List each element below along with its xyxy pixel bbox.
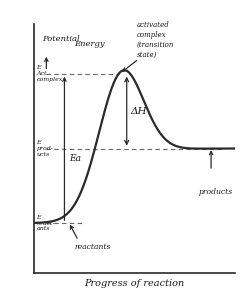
Text: activated
complex
(transition
state): activated complex (transition state) [137,22,174,59]
Text: E
Act.
complex: E Act. complex [36,65,63,82]
Text: products: products [199,188,233,196]
X-axis label: Progress of reaction: Progress of reaction [85,279,185,288]
Text: Energy: Energy [74,40,105,48]
Text: ΔH: ΔH [131,106,147,116]
Text: E
prod-
ucts: E prod- ucts [36,140,53,157]
Text: Ea: Ea [70,154,81,163]
Text: Potential: Potential [42,35,80,43]
Text: E
react-
ants: E react- ants [36,215,55,232]
Text: reactants: reactants [74,243,111,251]
